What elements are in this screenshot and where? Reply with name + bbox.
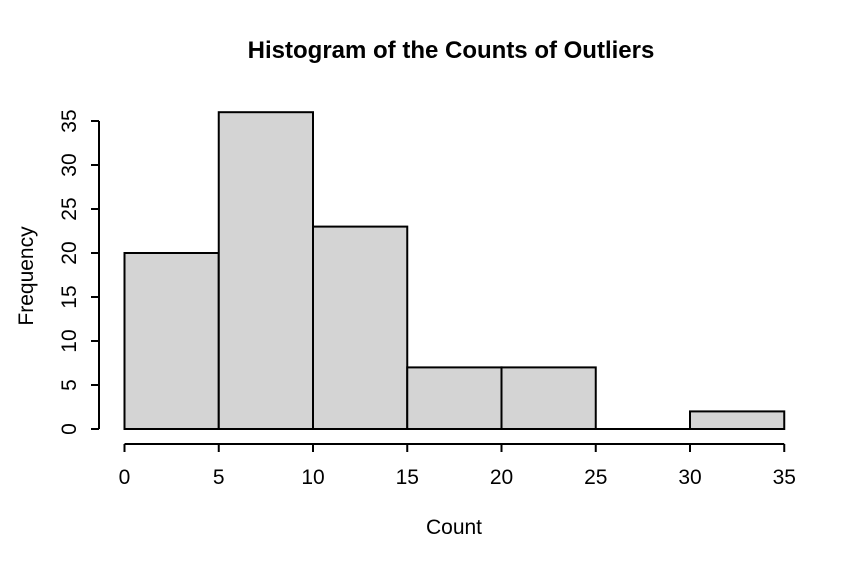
x-tick-label: 30 — [678, 466, 701, 489]
y-axis-title: Frequency — [15, 226, 38, 326]
y-tick-label: 10 — [58, 329, 81, 352]
histogram-bar — [500, 366, 597, 430]
x-tick-label: 15 — [396, 466, 419, 489]
histogram-bar — [217, 111, 314, 430]
y-tick-label: 0 — [58, 423, 81, 435]
x-tick-label: 10 — [301, 466, 324, 489]
x-tick-label: 5 — [213, 466, 225, 489]
y-tick-label: 15 — [58, 285, 81, 308]
x-axis-title: Count — [426, 516, 482, 539]
y-tick-label: 20 — [58, 241, 81, 264]
x-tick-label: 35 — [773, 466, 796, 489]
histogram-bar — [123, 252, 220, 430]
x-tick-label: 0 — [119, 466, 131, 489]
axes-layer: 0 5 10 15 20 25 30 35 0 5 10 15 20 25 30 35 — [58, 109, 796, 489]
y-tick-label: 5 — [58, 379, 81, 391]
x-tick-label: 25 — [584, 466, 607, 489]
histogram-bar — [689, 410, 786, 430]
bars-layer — [123, 111, 786, 430]
histogram-bar — [406, 366, 503, 430]
chart-title: Histogram of the Counts of Outliers — [248, 37, 655, 64]
x-tick-label: 20 — [490, 466, 513, 489]
y-tick-label: 35 — [58, 109, 81, 132]
y-tick-label: 25 — [58, 197, 81, 220]
y-tick-label: 30 — [58, 153, 81, 176]
histogram-bar — [312, 225, 409, 430]
